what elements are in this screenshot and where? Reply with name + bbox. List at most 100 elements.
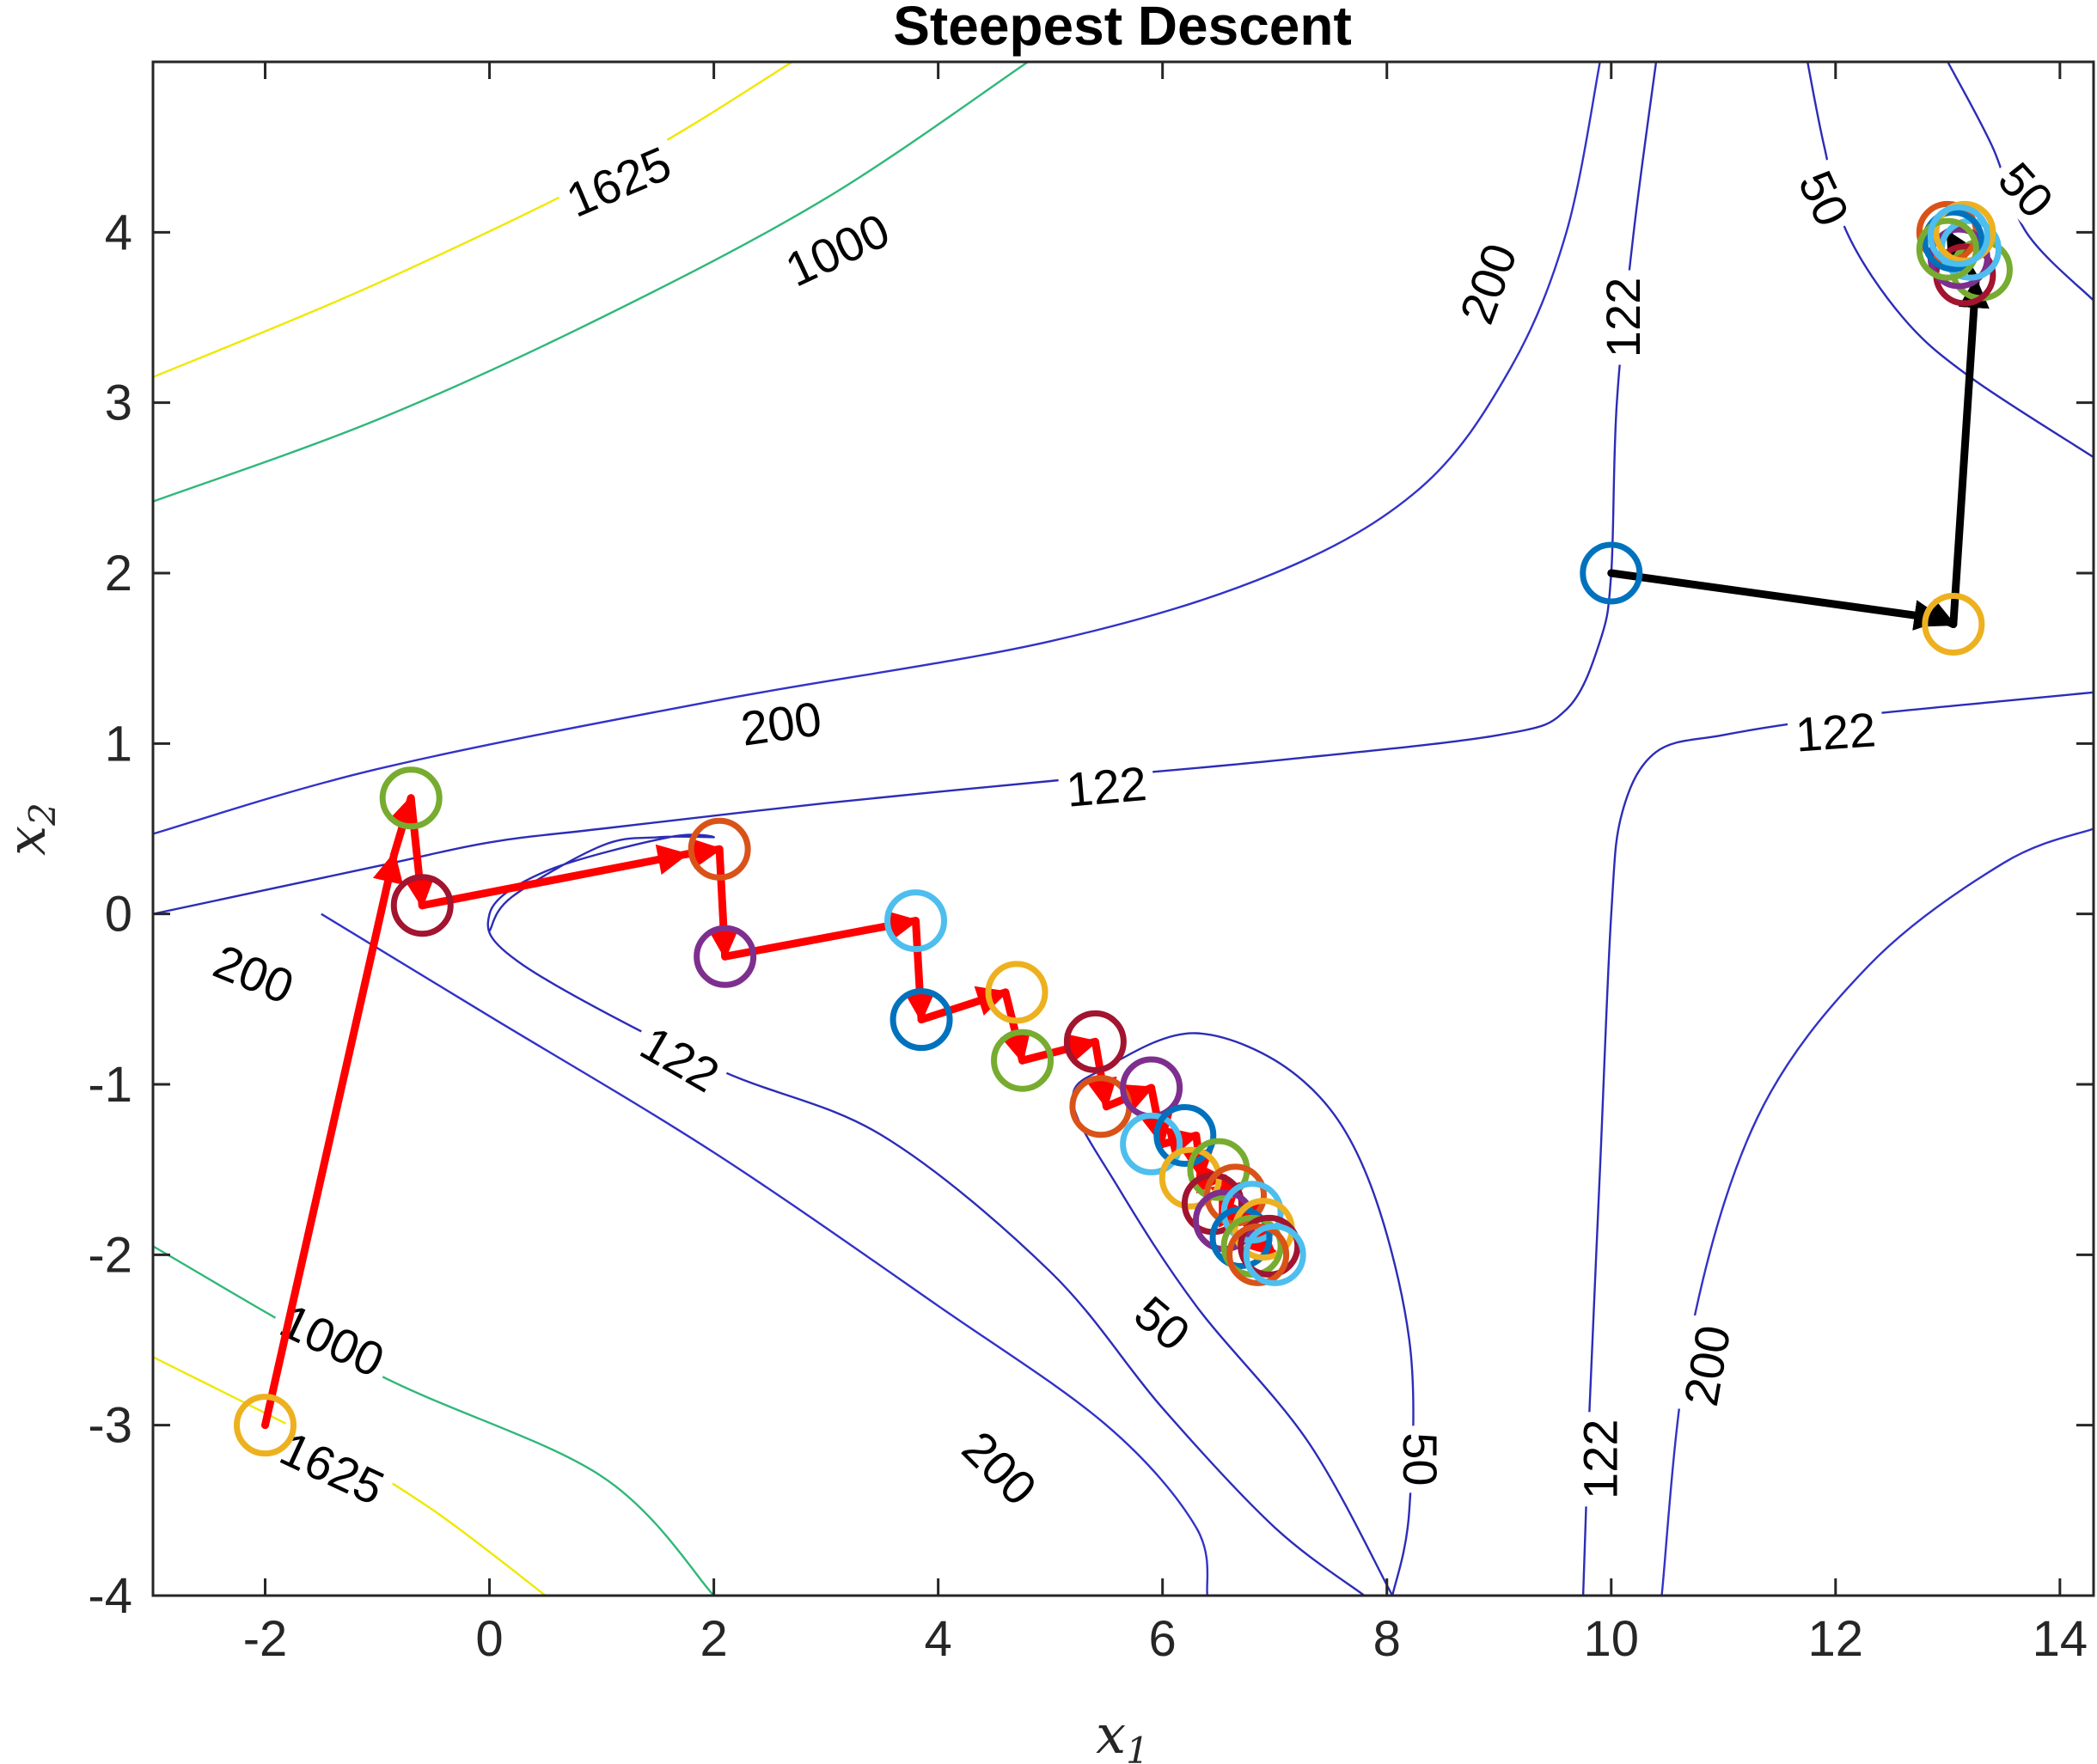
- plot-frame: [151, 60, 2095, 1597]
- descent-step-0-7: [904, 917, 936, 1024]
- iterate-marker-25: [1243, 1223, 1306, 1286]
- contour-label-bg: [266, 1419, 399, 1517]
- iterate-marker-24: [1226, 1223, 1290, 1286]
- contour-line-122: [153, 62, 1658, 915]
- contour-label-group: 200: [1672, 1314, 1740, 1417]
- iterate-marker-6: [890, 988, 953, 1052]
- y-tick-label: -3: [88, 1398, 132, 1454]
- x-axis-label-main: x: [1096, 1703, 1126, 1764]
- contour-label: 50: [1393, 1432, 1447, 1486]
- contour-line-50: [1072, 1032, 1415, 1596]
- iterate-marker-12: [1120, 1112, 1183, 1175]
- contour-label-bg: [1787, 156, 1862, 240]
- descent-step-0-0: [261, 850, 404, 1430]
- contour-label-group: 122: [1574, 1412, 1628, 1507]
- descent-step-1-0: [1607, 569, 1947, 631]
- x-tick-label: 2: [700, 1611, 727, 1667]
- contour-label-bg: [948, 1416, 1052, 1520]
- iterate-marker-36: [1927, 204, 1990, 267]
- x-axis-ticks: -2 0 2 4 6 8 10 12 14: [243, 62, 2088, 1667]
- contour-label-group: 122: [1057, 756, 1156, 817]
- x-tick-label: 14: [2033, 1611, 2088, 1667]
- contour-label: 122: [1064, 756, 1149, 817]
- iterate-marker-35: [1916, 217, 1979, 281]
- y-axis-label-subscript: 2: [21, 803, 64, 827]
- contour-label: 122: [1794, 702, 1878, 761]
- y-tick-label: -4: [88, 1568, 132, 1624]
- x-tick-label: 4: [925, 1611, 952, 1667]
- contour-line-1625: [153, 62, 793, 379]
- y-axis-label: x2: [0, 803, 64, 856]
- x-axis-label-subscript: 1: [1126, 1730, 1149, 1764]
- iterate-marker-8: [991, 1028, 1055, 1092]
- iterate-marker-26: [1580, 541, 1643, 605]
- x-tick-label: -2: [243, 1611, 288, 1667]
- x-tick-label: 12: [1808, 1611, 1864, 1667]
- descent-step-0-11: [1086, 1037, 1117, 1111]
- contour-label-bg: [200, 931, 308, 1016]
- iterate-markers: [234, 200, 2013, 1457]
- y-tick-label: -1: [88, 1057, 132, 1113]
- contour-label-group: 122: [1596, 270, 1650, 365]
- descent-step-0-10: [1018, 1034, 1099, 1065]
- contour-label-bg: [1394, 1425, 1446, 1493]
- contour-label: 200: [737, 691, 824, 755]
- iterate-marker-23: [1238, 1214, 1301, 1278]
- x-axis-label: x1: [1096, 1703, 1149, 1764]
- contour-label-bg: [626, 1012, 735, 1105]
- contour-label-bg: [1574, 1412, 1626, 1507]
- x-tick-label: 0: [475, 1611, 503, 1667]
- x-tick-label: 10: [1584, 1611, 1640, 1667]
- contour-line-1000: [153, 62, 1029, 503]
- contour-label-bg: [1057, 756, 1156, 816]
- iterate-marker-3: [688, 817, 751, 881]
- y-axis-ticks: -4 -3 -2 -1 0 1 2 3 4: [88, 204, 2094, 1624]
- contour-label-bg: [1596, 270, 1648, 365]
- contour-line-200: [153, 62, 1601, 835]
- iterate-marker-9: [1063, 1010, 1127, 1073]
- contour-label: 122: [1574, 1419, 1628, 1499]
- contour-label-group: 200: [731, 691, 832, 756]
- y-tick-label: 3: [105, 375, 132, 431]
- contour-line-1000: [153, 1245, 715, 1596]
- contour-label-bg: [1120, 1281, 1205, 1364]
- iterate-marker-5: [884, 889, 948, 953]
- y-tick-label: 4: [105, 204, 132, 260]
- iterate-marker-7: [985, 961, 1048, 1024]
- contour-line-200: [321, 913, 1209, 1596]
- iterate-marker-13: [1153, 1104, 1217, 1167]
- y-tick-label: 0: [105, 887, 132, 943]
- contour-label-bg: [1786, 702, 1885, 761]
- contour-label-group: 122: [1786, 702, 1885, 762]
- contour-line-200: [1660, 827, 2094, 1596]
- contour-label-bg: [771, 199, 904, 299]
- descent-step-0-9: [1000, 988, 1031, 1065]
- descent-step-0-5: [707, 845, 739, 961]
- x-tick-label: 8: [1373, 1611, 1401, 1667]
- iterate-marker-4: [694, 925, 757, 988]
- chart-title: Steepest Descent: [893, 0, 1352, 57]
- y-tick-label: 1: [105, 716, 132, 772]
- iterate-marker-2: [390, 874, 454, 937]
- contour-line-122: [486, 833, 1366, 1596]
- contour-label-group: 50: [1393, 1425, 1447, 1493]
- x-tick-label: 6: [1149, 1611, 1177, 1667]
- contour-label-bg: [552, 133, 685, 229]
- contour-line-122: [1581, 691, 2094, 1596]
- iterate-marker-0: [234, 1394, 297, 1457]
- contour-label-bg: [1672, 1314, 1740, 1417]
- iterate-marker-27: [1922, 593, 1985, 656]
- contour-label: 122: [1596, 278, 1650, 357]
- descent-step-0-2: [403, 794, 435, 910]
- y-tick-label: -2: [88, 1227, 132, 1283]
- iterate-marker-33: [1922, 209, 1985, 272]
- contour-label-bg: [731, 691, 832, 755]
- y-axis-label-main: x: [0, 826, 58, 856]
- contour-label-bg: [266, 1291, 399, 1389]
- descent-step-1-2: [1949, 276, 1990, 628]
- contour-label-bg: [1447, 229, 1529, 337]
- descent-step-0-6: [721, 910, 920, 961]
- y-tick-label: 2: [105, 546, 132, 601]
